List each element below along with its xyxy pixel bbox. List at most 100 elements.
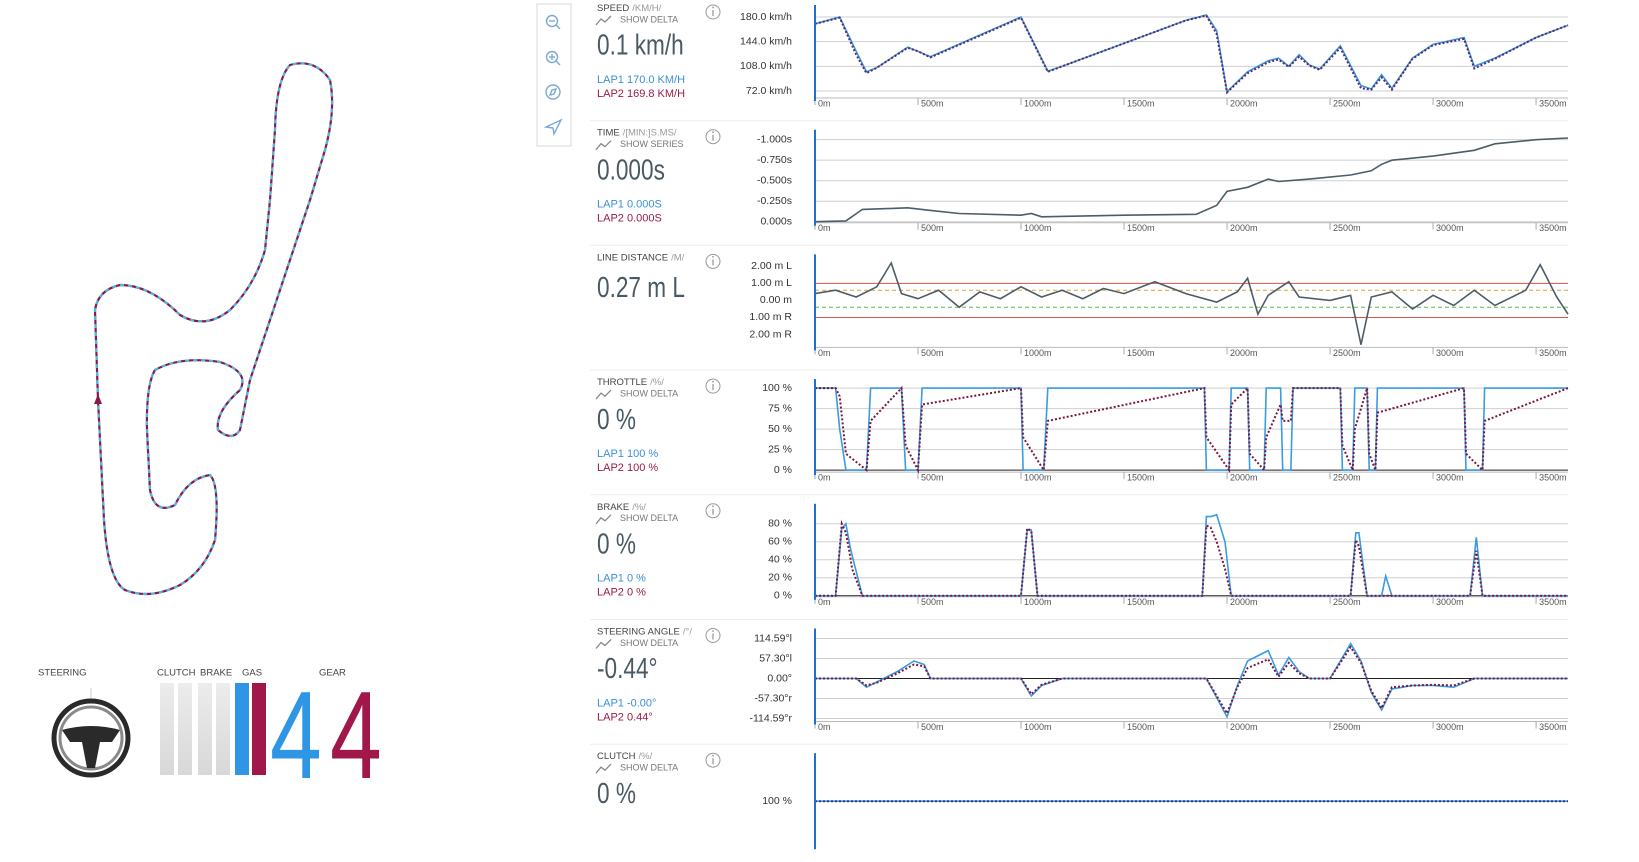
panel-title-text: THROTTLE xyxy=(597,377,647,388)
x-tick-label: 3500m xyxy=(1539,597,1567,607)
zoom-in-button[interactable] xyxy=(545,50,561,66)
clutch-label: CLUTCH xyxy=(157,668,196,679)
lap-readout: LAP1 -0.00° xyxy=(597,697,656,709)
toggle-icon xyxy=(595,514,612,525)
gear-lap2: 4 xyxy=(330,667,382,805)
x-tick-label: 1000m xyxy=(1024,722,1052,732)
current-value: 0 % xyxy=(597,402,636,435)
x-tick-label: 1000m xyxy=(1024,98,1052,108)
brake-bar-lap2 xyxy=(216,683,230,775)
info-icon-dot xyxy=(712,505,714,508)
compass-button[interactable] xyxy=(545,84,561,100)
x-tick-label: 0m xyxy=(818,223,831,233)
x-tick-label: 3500m xyxy=(1539,472,1567,482)
locate-button[interactable] xyxy=(543,118,563,137)
y-tick-label: 0.00° xyxy=(767,672,792,684)
y-tick-label: 0.00 m xyxy=(760,294,792,306)
y-tick-label: 2.00 m L xyxy=(751,260,792,272)
x-tick-label: 500m xyxy=(921,98,944,108)
x-tick-label: 1000m xyxy=(1024,472,1052,482)
x-tick-label: 500m xyxy=(921,597,944,607)
map-toolbar xyxy=(536,3,572,147)
info-button[interactable] xyxy=(705,4,721,20)
panel-title: STEERING ANGLE/°/ xyxy=(597,626,692,637)
panel-title: SPEED/KM/H/ xyxy=(597,3,662,14)
series-line xyxy=(815,642,1568,719)
toggle-label[interactable]: SHOW DELTA xyxy=(620,638,678,648)
x-tick-label: 0m xyxy=(818,348,831,358)
x-tick-label: 2500m xyxy=(1333,223,1361,233)
panel-title-text: STEERING ANGLE xyxy=(597,626,680,637)
toggle-label[interactable]: SHOW SERIES xyxy=(620,139,684,149)
x-tick-label: 3500m xyxy=(1539,223,1567,233)
y-tick-label: 144.0 km/h xyxy=(740,35,792,47)
panel-title-text: SPEED xyxy=(597,3,629,14)
panel-title-text: TIME xyxy=(597,127,620,138)
y-tick-label: -0.250s xyxy=(757,195,792,207)
info-button[interactable] xyxy=(705,503,721,519)
panel-title-text: CLUTCH xyxy=(597,751,636,762)
y-tick-label: 0 % xyxy=(774,590,792,602)
toggle-label[interactable]: SHOW DELTA xyxy=(620,388,678,398)
y-tick-label: 40 % xyxy=(768,554,792,566)
x-tick-label: 3000m xyxy=(1436,472,1464,482)
panel-unit: /[MIN:]S.MS/ xyxy=(623,127,677,138)
info-button[interactable] xyxy=(705,129,721,145)
series-line xyxy=(814,14,1569,95)
series-line xyxy=(814,137,1569,223)
x-tick-label: 2000m xyxy=(1230,348,1258,358)
info-button[interactable] xyxy=(705,752,721,768)
panel-title: CLUTCH/%/ xyxy=(597,751,653,762)
toggle-label[interactable]: SHOW DELTA xyxy=(620,763,678,773)
x-tick-label: 1500m xyxy=(1127,472,1155,482)
x-tick-label: 500m xyxy=(921,722,944,732)
gas-bar-lap2 xyxy=(252,683,266,775)
panel-unit: /%/ xyxy=(650,377,664,388)
x-tick-label: 0m xyxy=(818,472,831,482)
zoom-out-button[interactable] xyxy=(545,14,561,30)
x-tick-label: 1000m xyxy=(1024,597,1052,607)
x-tick-label: 0m xyxy=(818,98,831,108)
toggle-icon xyxy=(595,140,612,151)
info-icon-dot xyxy=(712,131,714,134)
start-arrow xyxy=(94,394,102,404)
y-tick-label: 80 % xyxy=(768,518,792,530)
clutch-bar-lap2 xyxy=(178,683,192,775)
info-button[interactable] xyxy=(705,253,721,269)
toggle-label[interactable]: SHOW DELTA xyxy=(620,14,678,24)
lap-readout: LAP1 100 % xyxy=(597,448,658,460)
lap-readout: LAP1 0.000S xyxy=(597,199,662,211)
y-tick-label: -1.000s xyxy=(757,133,792,145)
series-line xyxy=(814,261,1569,345)
y-tick-label: 72.0 km/h xyxy=(746,85,792,97)
y-tick-label: 114.59°l xyxy=(754,632,792,644)
x-tick-label: 500m xyxy=(921,472,944,482)
info-button[interactable] xyxy=(705,628,721,643)
toggle-icon xyxy=(595,763,612,774)
current-value: 0 % xyxy=(597,776,636,809)
y-tick-label: -0.500s xyxy=(757,174,792,186)
info-icon-dot xyxy=(712,380,714,383)
panel-title: TIME/[MIN:]S.MS/ xyxy=(597,127,677,138)
y-tick-label: 1.00 m R xyxy=(749,311,792,323)
current-value: 0.1 km/h xyxy=(597,28,684,61)
x-tick-label: 2000m xyxy=(1230,722,1258,732)
x-tick-label: 500m xyxy=(921,348,944,358)
info-button[interactable] xyxy=(705,378,721,394)
lap-readout: LAP1 170.0 KM/H xyxy=(597,74,685,86)
dashboard: STEERING CLUTCH BRAKE GAS GEAR 4 4 xyxy=(38,667,382,805)
toggle-icon xyxy=(595,389,612,400)
series-line xyxy=(815,385,1569,474)
x-tick-label: 1500m xyxy=(1127,348,1155,358)
series-line xyxy=(815,519,1568,597)
x-tick-label: 2500m xyxy=(1333,597,1361,607)
toggle-icon xyxy=(595,15,612,26)
y-tick-label: 20 % xyxy=(768,572,792,584)
current-value: 0 % xyxy=(597,527,636,560)
gas-bar-lap1 xyxy=(235,683,249,775)
toggle-label[interactable]: SHOW DELTA xyxy=(620,513,678,523)
current-value: -0.44° xyxy=(597,651,658,684)
x-tick-label: 1500m xyxy=(1127,98,1155,108)
steering-rim xyxy=(58,705,124,771)
